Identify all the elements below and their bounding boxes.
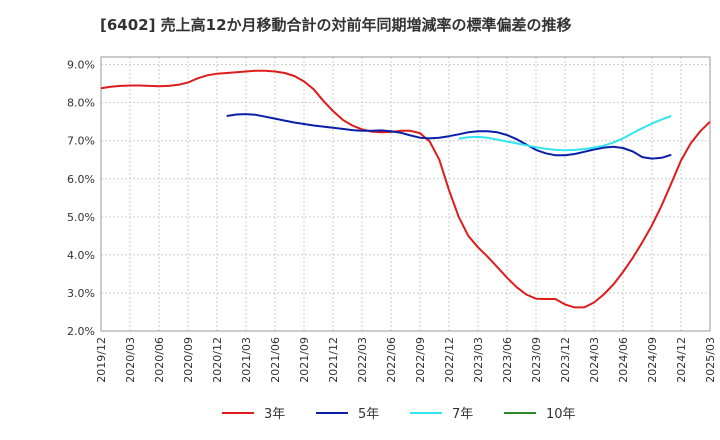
y-tick-label: 2.0%	[67, 325, 95, 338]
legend-label-1: 5年	[358, 407, 379, 422]
y-tick-label: 9.0%	[67, 59, 95, 72]
x-tick-label: 2021/03	[240, 337, 253, 383]
legend-label-3: 10年	[546, 407, 576, 422]
plot-area	[100, 56, 711, 332]
x-tick-label: 2023/03	[472, 337, 485, 383]
series-line-0	[100, 69, 711, 309]
x-tick-label: 2023/09	[530, 337, 543, 383]
y-tick-label: 3.0%	[67, 287, 95, 300]
x-tick-label: 2025/03	[704, 337, 717, 383]
x-tick-label: 2023/06	[501, 337, 514, 383]
x-tick-label: 2022/09	[414, 337, 427, 383]
legend-label-0: 3年	[264, 407, 285, 422]
legend-label-2: 7年	[452, 407, 473, 422]
x-tick-label: 2022/12	[443, 337, 456, 383]
grid	[100, 57, 711, 332]
x-tick-label: 2020/12	[211, 337, 224, 383]
series-line-1	[226, 113, 672, 160]
x-tick-label: 2020/09	[182, 337, 195, 383]
y-tick-label: 5.0%	[67, 211, 95, 224]
y-tick-label: 6.0%	[67, 173, 95, 186]
chart-title: [6402] 売上高12か月移動合計の対前年同期増減率の標準偏差の推移	[100, 16, 572, 34]
x-tick-label: 2020/03	[124, 337, 137, 383]
y-axis: 2.0% 3.0% 4.0% 5.0% 6.0% 7.0% 8.0% 9.0%	[67, 59, 95, 338]
series-lines	[100, 69, 711, 309]
legend: 3年 5年 7年 10年	[222, 407, 576, 422]
y-tick-label: 4.0%	[67, 249, 95, 262]
x-tick-label: 2021/06	[269, 337, 282, 383]
x-tick-label: 2020/06	[153, 337, 166, 383]
x-tick-label: 2022/06	[385, 337, 398, 383]
x-tick-label: 2022/03	[356, 337, 369, 383]
x-tick-label: 2019/12	[95, 337, 108, 383]
y-tick-label: 8.0%	[67, 97, 95, 110]
x-tick-label: 2023/12	[559, 337, 572, 383]
y-tick-label: 7.0%	[67, 135, 95, 148]
x-tick-label: 2021/12	[327, 337, 340, 383]
x-tick-label: 2024/06	[617, 337, 630, 383]
x-axis: 2019/12 2020/03 2020/06 2020/09 2020/12 2021/…	[95, 337, 717, 383]
x-tick-label: 2024/12	[675, 337, 688, 383]
x-tick-label: 2021/09	[298, 337, 311, 383]
series-line-2	[458, 115, 672, 152]
x-tick-label: 2024/09	[646, 337, 659, 383]
x-tick-label: 2024/03	[588, 337, 601, 383]
